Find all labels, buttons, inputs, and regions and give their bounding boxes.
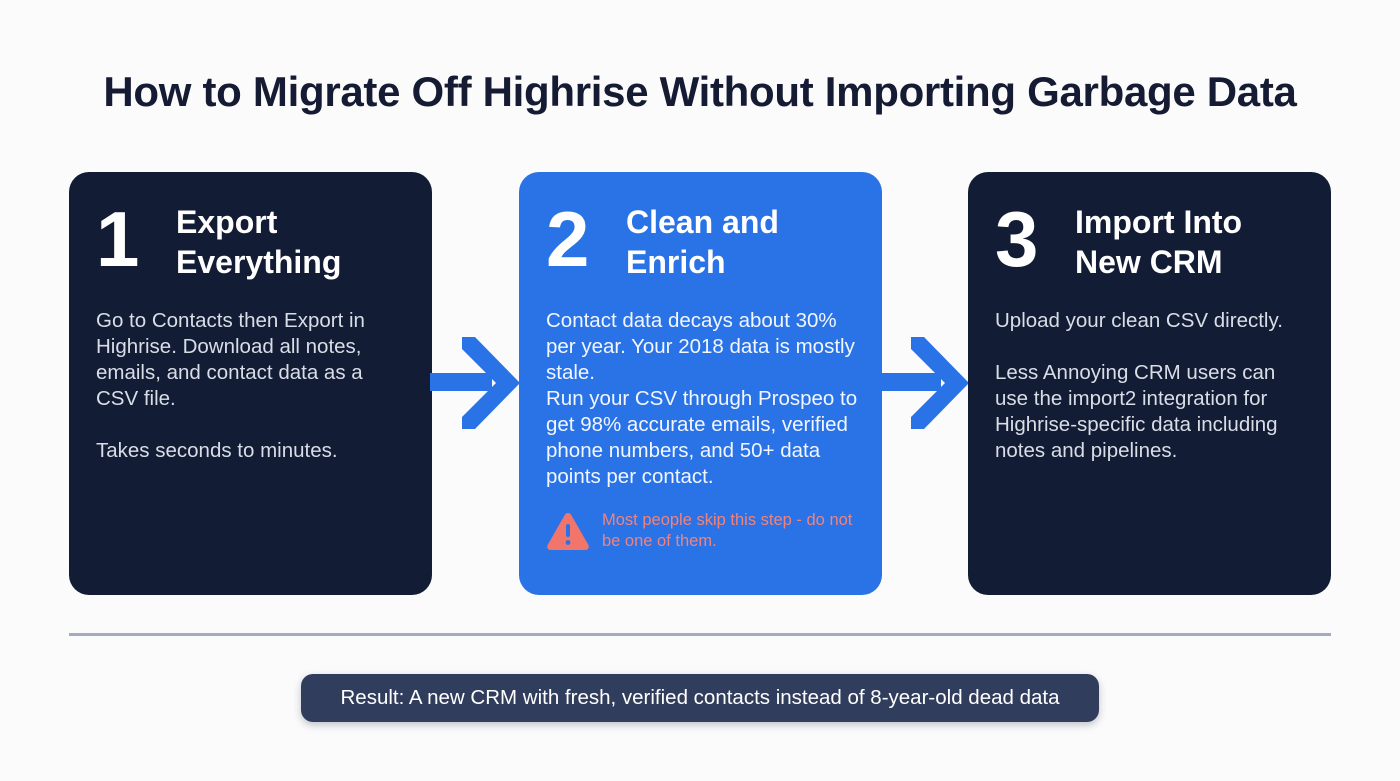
step-description: Upload your clean CSV directly. (995, 309, 1283, 332)
step-title-line: Enrich (626, 244, 726, 280)
step-title-line: Export (176, 204, 278, 240)
step-description: Run your CSV through Prospeo to get 98% … (546, 387, 858, 488)
warning-triangle-icon (547, 513, 589, 550)
step-card-import: 3 Import Into New CRM Upload your clean … (968, 172, 1331, 595)
step-card-export: 1 Export Everything Go to Contacts then … (69, 172, 432, 595)
step-number: 2 (546, 195, 589, 283)
step-header: 3 Import Into New CRM (995, 172, 1307, 290)
step-title: Export Everything (176, 202, 341, 282)
step-title: Import Into New CRM (1075, 202, 1242, 282)
page-title: How to Migrate Off Highrise Without Impo… (103, 68, 1297, 115)
arrow-right-icon (879, 337, 969, 429)
result-banner: Result: A new CRM with fresh, verified c… (301, 674, 1099, 722)
step-header: 2 Clean and Enrich (546, 172, 858, 290)
step-title-line: Clean and (626, 204, 779, 240)
step-body: Go to Contacts then Export in Highrise. … (96, 308, 408, 464)
step-title-line: Import Into (1075, 204, 1243, 240)
step-title-line: Everything (176, 244, 342, 280)
warning-callout: Most people skip this step - do not be o… (546, 510, 858, 552)
step-note: Less Annoying CRM users can use the impo… (995, 361, 1278, 462)
step-card-clean-enrich: 2 Clean and Enrich Contact data decays a… (519, 172, 882, 595)
divider (69, 633, 1331, 636)
step-body: Contact data decays about 30% per year. … (546, 308, 858, 552)
step-body: Upload your clean CSV directly. Less Ann… (995, 308, 1307, 464)
step-title-line: New CRM (1075, 244, 1223, 280)
step-number: 1 (96, 195, 139, 283)
step-description: Contact data decays about 30% per year. … (546, 309, 855, 384)
step-note: Takes seconds to minutes. (96, 439, 338, 462)
step-header: 1 Export Everything (96, 172, 408, 290)
warning-text: Most people skip this step - do not be o… (602, 511, 853, 550)
step-description: Go to Contacts then Export in Highrise. … (96, 309, 365, 410)
arrow-right-icon (430, 337, 520, 429)
step-title: Clean and Enrich (626, 202, 779, 282)
step-number: 3 (995, 195, 1038, 283)
